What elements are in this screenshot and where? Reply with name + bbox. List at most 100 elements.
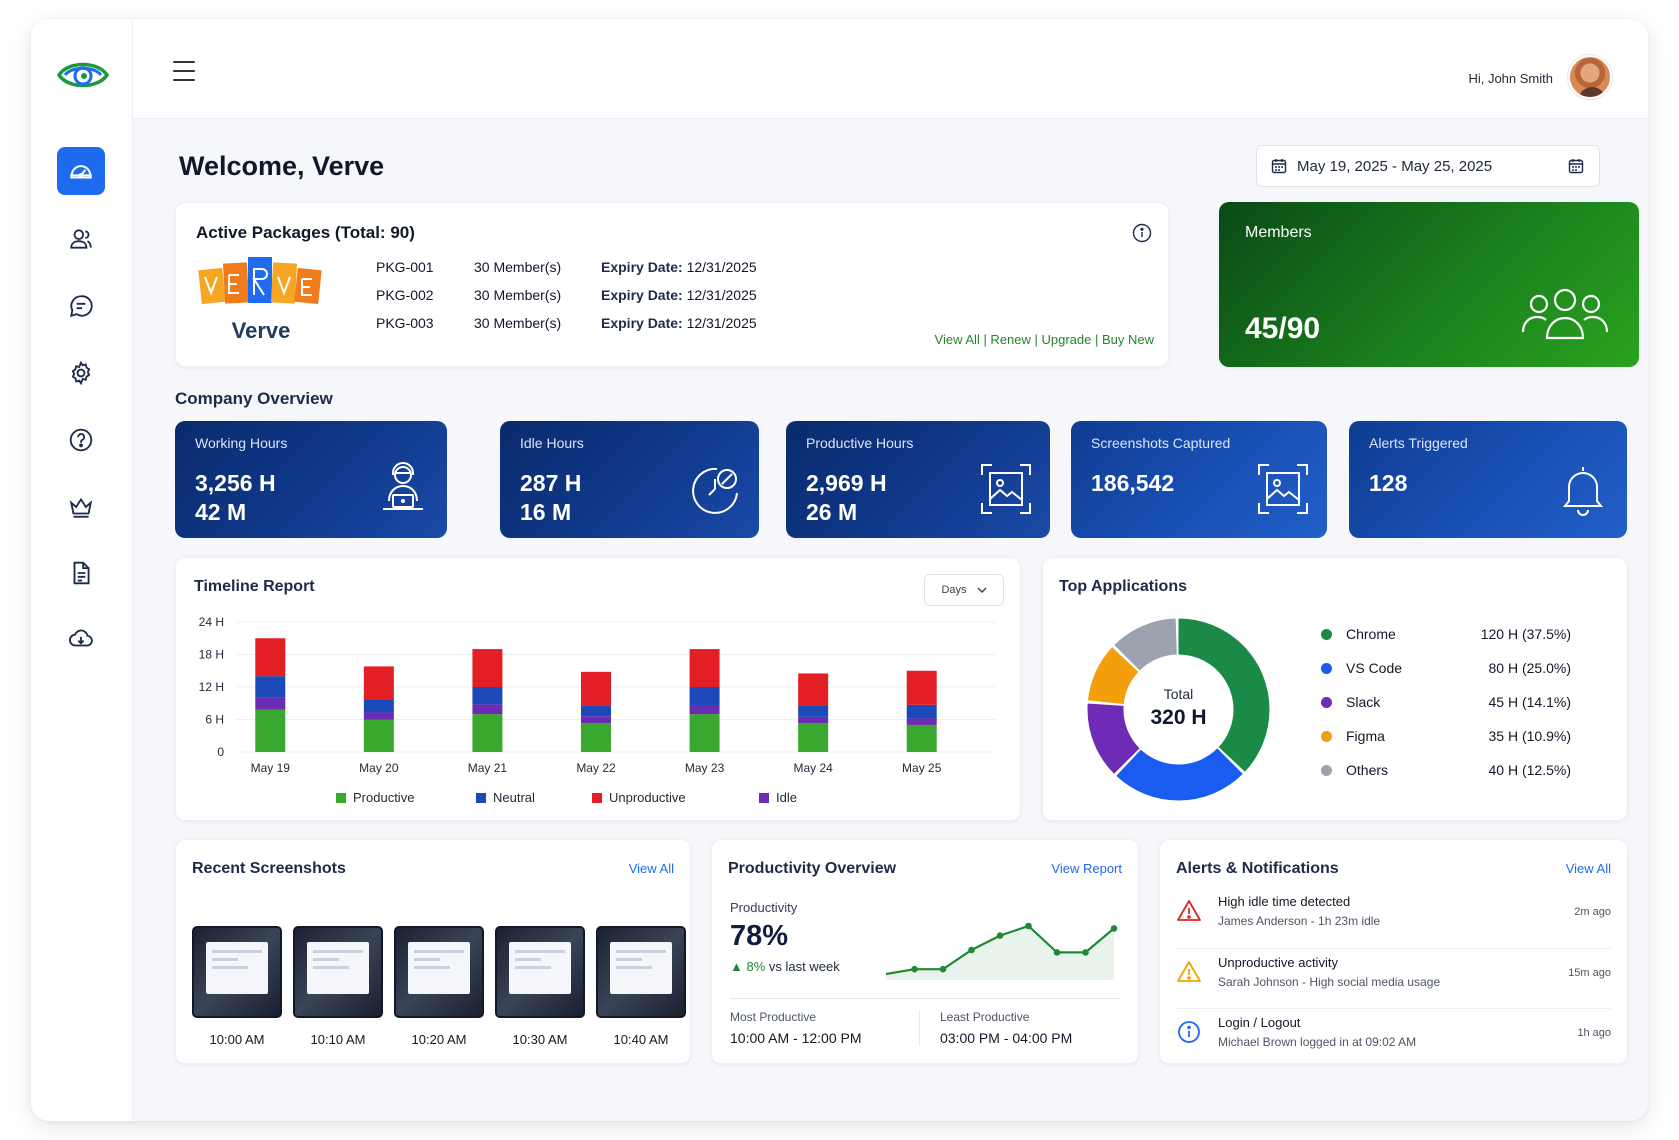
alert-item[interactable]: Unproductive activity Sarah Johnson - Hi… bbox=[1176, 948, 1611, 1004]
nav-users[interactable] bbox=[57, 215, 105, 263]
bar-segment-productive[interactable] bbox=[581, 723, 611, 752]
nav-reports[interactable] bbox=[57, 549, 105, 597]
stat-working-hours[interactable]: Working Hours 3,256 H 42 M bbox=[175, 421, 447, 538]
legend-label: Idle bbox=[776, 790, 797, 805]
screenshots-view-all-link[interactable]: View All bbox=[628, 861, 674, 876]
alert-item[interactable]: High idle time detected James Anderson -… bbox=[1176, 888, 1611, 944]
eye-logo-icon[interactable] bbox=[56, 55, 110, 95]
alerts-view-all-link[interactable]: View All bbox=[1565, 861, 1611, 876]
bar-segment-unproductive[interactable] bbox=[472, 649, 503, 687]
app-value: 35 H (10.9%) bbox=[1488, 728, 1571, 744]
stat-alerts-triggered[interactable]: Alerts Triggered 128 bbox=[1349, 421, 1627, 538]
legend-item-productive[interactable]: Productive bbox=[336, 790, 414, 805]
app-row[interactable]: Chrome 120 H (37.5%) bbox=[1321, 626, 1571, 642]
bar-segment-productive[interactable] bbox=[906, 724, 937, 752]
bar-segment-idle[interactable] bbox=[255, 697, 286, 710]
nav-dashboard[interactable] bbox=[57, 147, 105, 195]
bar-segment-neutral[interactable] bbox=[472, 687, 503, 705]
bar-segment-productive[interactable] bbox=[689, 714, 720, 752]
bar-segment-neutral[interactable] bbox=[798, 705, 829, 717]
bar-segment-neutral[interactable] bbox=[689, 687, 720, 706]
alert-title: High idle time detected bbox=[1218, 894, 1351, 909]
alerts-notifications-card: Alerts & Notifications View All High idl… bbox=[1159, 839, 1628, 1064]
y-tick-label: 24 H bbox=[199, 615, 224, 629]
members-label: Members bbox=[1245, 224, 1312, 241]
app-name: Figma bbox=[1346, 728, 1385, 744]
bar-segment-neutral[interactable] bbox=[363, 700, 394, 713]
screenshot-thumbnail[interactable] bbox=[192, 926, 282, 1018]
nav-premium[interactable] bbox=[57, 483, 105, 531]
legend-item-neutral[interactable]: Neutral bbox=[476, 790, 535, 805]
bar-segment-idle[interactable] bbox=[581, 716, 611, 724]
recent-screenshots-card: Recent Screenshots View All 10:00 AM 10:1… bbox=[175, 839, 691, 1064]
alert-item[interactable]: Login / Logout Michael Brown logged in a… bbox=[1176, 1008, 1611, 1064]
bar-segment-unproductive[interactable] bbox=[581, 671, 611, 706]
app-color-dot bbox=[1321, 764, 1332, 776]
nav-downloads[interactable] bbox=[57, 615, 105, 663]
donut-total-label: Total bbox=[1163, 686, 1194, 702]
most-productive-label: Most Productive bbox=[730, 1010, 817, 1024]
app-row[interactable]: VS Code 80 H (25.0%) bbox=[1321, 660, 1571, 676]
package-actions-links[interactable]: View All | Renew | Upgrade | Buy New bbox=[934, 332, 1154, 347]
members-group-icon bbox=[1521, 288, 1609, 340]
avatar[interactable] bbox=[1568, 55, 1612, 99]
expiry-date: 12/31/2025 bbox=[686, 259, 757, 275]
bar-segment-productive[interactable] bbox=[472, 714, 503, 752]
dashboard-icon bbox=[70, 165, 92, 179]
bar-segment-unproductive[interactable] bbox=[363, 666, 394, 700]
bar-segment-unproductive[interactable] bbox=[255, 638, 286, 677]
bar-segment-idle[interactable] bbox=[798, 716, 829, 724]
calendar-icon[interactable] bbox=[1567, 158, 1585, 174]
bar-segment-productive[interactable] bbox=[798, 723, 829, 752]
menu-toggle-icon[interactable] bbox=[173, 61, 195, 81]
bar-segment-productive[interactable] bbox=[255, 709, 286, 752]
bar-segment-idle[interactable] bbox=[472, 704, 503, 715]
divider bbox=[730, 998, 1120, 999]
screenshot-thumbnail[interactable] bbox=[394, 926, 484, 1018]
app-row[interactable]: Others 40 H (12.5%) bbox=[1321, 762, 1571, 778]
nav-settings[interactable] bbox=[57, 349, 105, 397]
period-dropdown[interactable]: Days bbox=[924, 574, 1004, 606]
bar-segment-unproductive[interactable] bbox=[689, 649, 720, 687]
nav-help[interactable] bbox=[57, 416, 105, 464]
stat-screenshots-captured[interactable]: Screenshots Captured 186,542 bbox=[1071, 421, 1327, 538]
bar-segment-neutral[interactable] bbox=[255, 676, 286, 698]
legend-item-unproductive[interactable]: Unproductive bbox=[592, 790, 686, 805]
change-suffix: vs last week bbox=[768, 959, 840, 974]
package-brand: Verve bbox=[231, 318, 291, 343]
stat-idle-hours[interactable]: Idle Hours 287 H 16 M bbox=[500, 421, 759, 538]
date-range-picker[interactable]: May 19, 2025 - May 25, 2025 bbox=[1256, 145, 1600, 187]
verve-logo: Verve bbox=[198, 255, 324, 347]
screenshot-frame-icon bbox=[981, 464, 1031, 514]
bar-segment-idle[interactable] bbox=[906, 718, 937, 725]
packages-title: Active Packages (Total: 90) bbox=[196, 223, 415, 242]
screenshot-thumbnail[interactable] bbox=[495, 926, 585, 1018]
screenshot-thumbnail[interactable] bbox=[596, 926, 686, 1018]
bar-segment-unproductive[interactable] bbox=[906, 670, 937, 705]
view-report-link[interactable]: View Report bbox=[1051, 861, 1122, 876]
alert-detail: James Anderson - 1h 23m idle bbox=[1218, 914, 1381, 928]
legend-item-idle[interactable]: Idle bbox=[759, 790, 797, 805]
donut-slice-slack[interactable] bbox=[1087, 618, 1270, 801]
bar-segment-neutral[interactable] bbox=[581, 705, 611, 717]
app-row[interactable]: Slack 45 H (14.1%) bbox=[1321, 694, 1571, 710]
bar-segment-idle[interactable] bbox=[689, 705, 720, 715]
bar-segment-unproductive[interactable] bbox=[798, 673, 829, 706]
active-packages-card: Active Packages (Total: 90) Verve PKG-00… bbox=[175, 202, 1169, 367]
expiry-date: 12/31/2025 bbox=[686, 315, 757, 331]
period-value: Days bbox=[941, 584, 967, 596]
info-icon[interactable] bbox=[1132, 223, 1152, 243]
bar-segment-neutral[interactable] bbox=[906, 704, 937, 719]
change-value: ▲ 8% bbox=[730, 959, 766, 974]
bar-segment-productive[interactable] bbox=[363, 719, 394, 753]
nav-messages[interactable] bbox=[57, 282, 105, 330]
stat-label: Screenshots Captured bbox=[1091, 435, 1231, 451]
x-tick-label: May 24 bbox=[793, 761, 833, 775]
screenshot-thumbnail[interactable] bbox=[293, 926, 383, 1018]
donut-slice-chrome[interactable] bbox=[1087, 618, 1270, 801]
donut-slice-vs-code[interactable] bbox=[1087, 618, 1270, 801]
bar-segment-idle[interactable] bbox=[363, 712, 394, 720]
app-row[interactable]: Figma 35 H (10.9%) bbox=[1321, 728, 1571, 744]
stat-productive-hours[interactable]: Productive Hours 2,969 H 26 M bbox=[786, 421, 1050, 538]
stat-value: 287 H 16 M bbox=[520, 470, 582, 525]
